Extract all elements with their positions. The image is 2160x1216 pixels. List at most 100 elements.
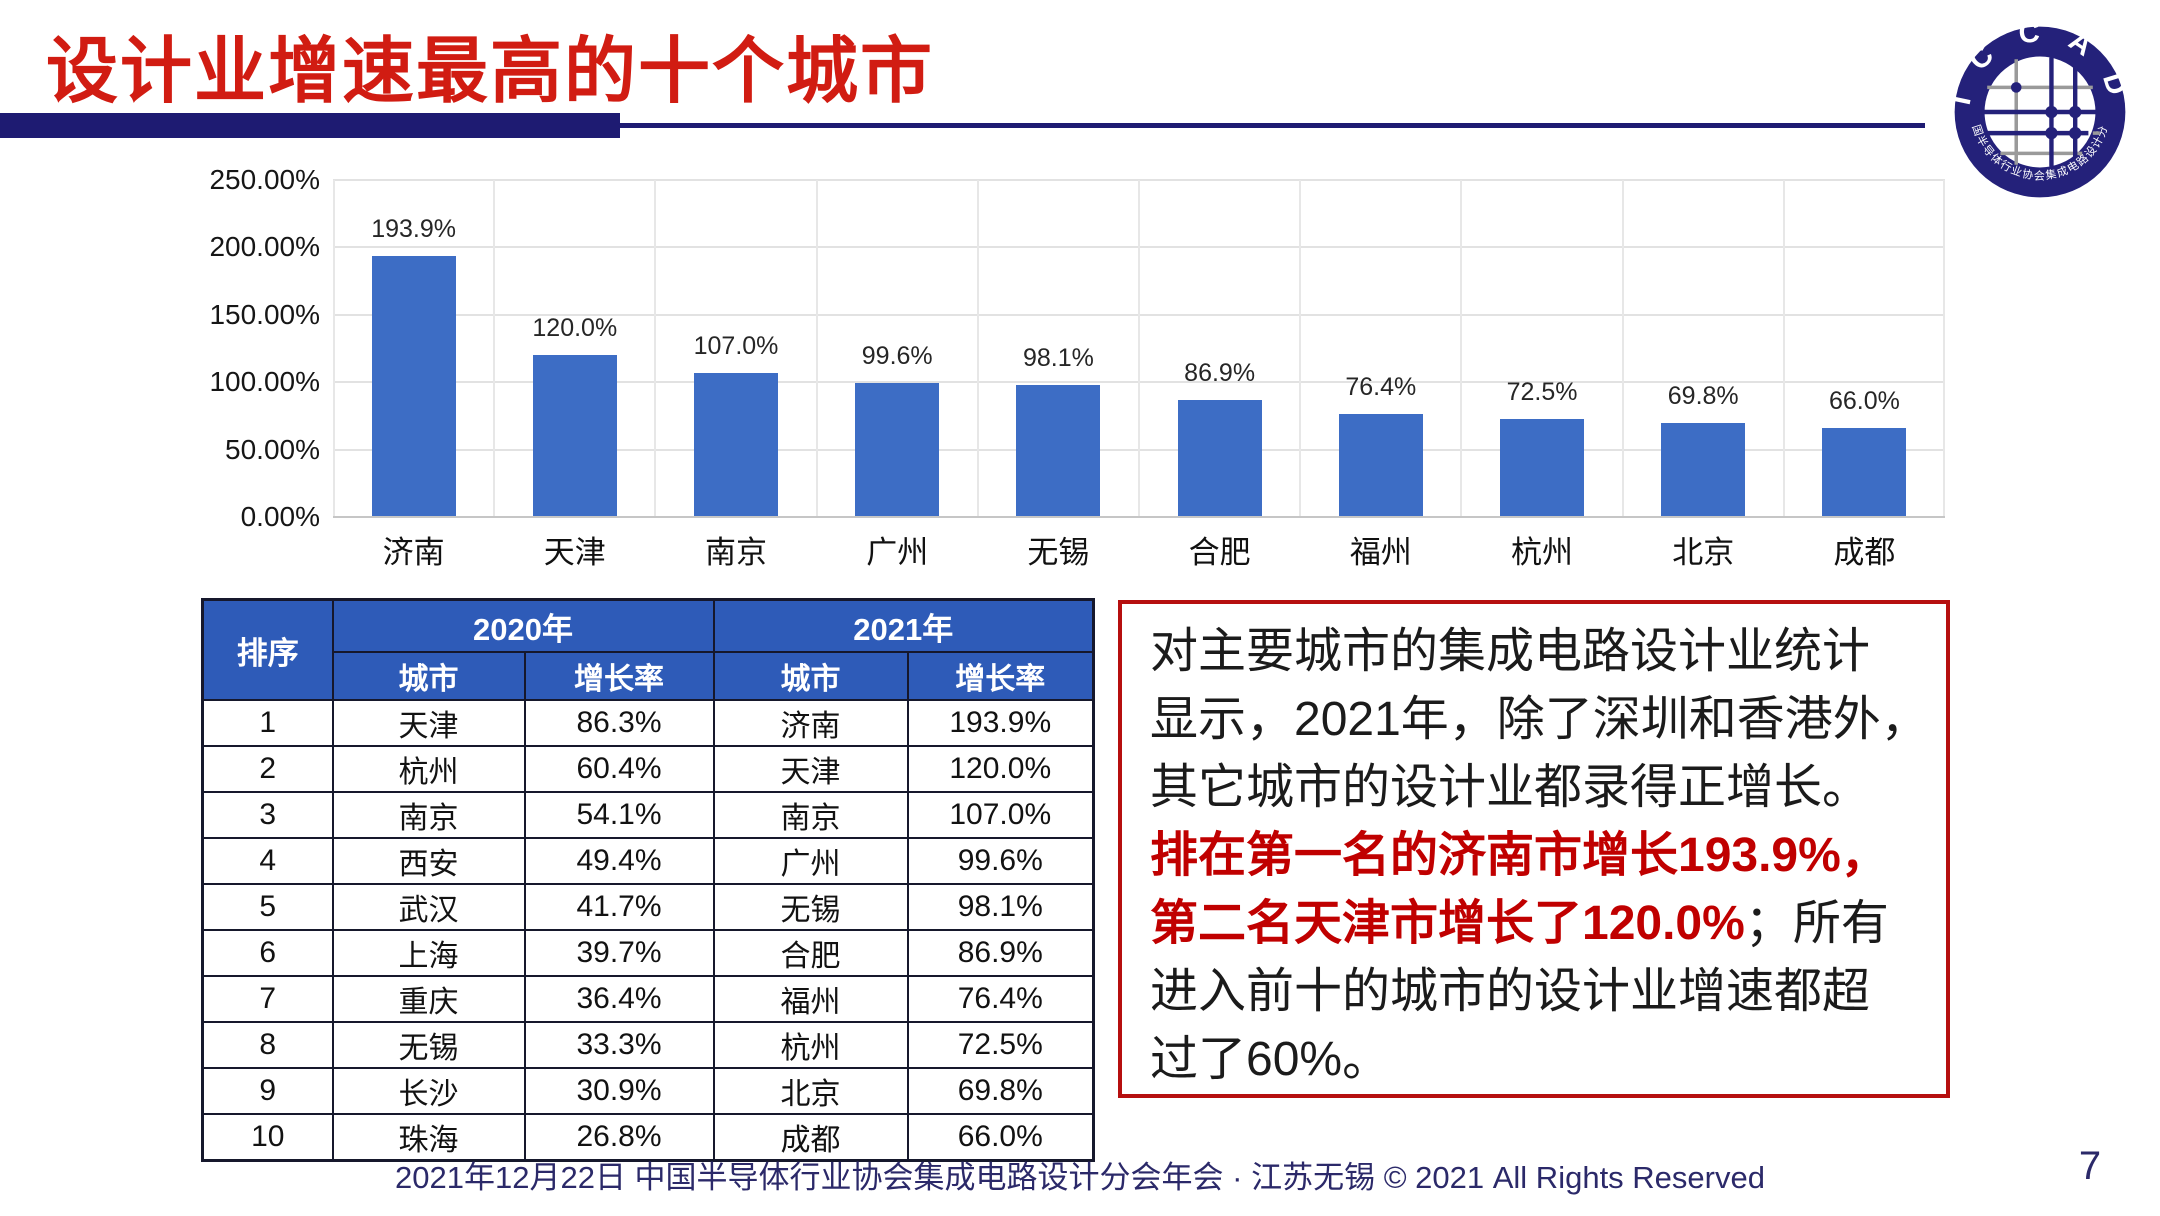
- x-category-label: 济南: [382, 535, 445, 570]
- table-cell: 86.3%: [523, 699, 715, 747]
- bar-slot: 86.9%: [1139, 180, 1300, 517]
- table-cell: 98.1%: [906, 883, 1095, 931]
- note-line: 第二名天津市增长了120.0%；所有: [1150, 890, 1920, 958]
- y-tick-label: 0.00%: [240, 501, 320, 532]
- table-header-growth-2020: 增长率: [523, 651, 715, 701]
- table-cell: 成都: [712, 1113, 909, 1162]
- note-text: 其它城市的设计业都录得正增长。: [1150, 761, 1871, 814]
- table-row: 9 长沙 30.9% 北京 69.8%: [201, 1067, 1095, 1115]
- table-row: 1 天津 86.3% 济南 193.9%: [201, 699, 1095, 747]
- note-line: 排在第一名的济南市增长193.9%，: [1150, 822, 1920, 890]
- table-cell: 无锡: [331, 1021, 526, 1069]
- bar-slot: 72.5%: [1461, 180, 1622, 517]
- gridline-vertical: [976, 180, 979, 517]
- bar-天津: [532, 355, 617, 517]
- table-cell: 193.9%: [906, 699, 1095, 747]
- table-cell: 1: [201, 699, 334, 747]
- note-line: 对主要城市的集成电路设计业统计: [1150, 618, 1920, 686]
- y-tick-label: 50.00%: [225, 433, 320, 465]
- bar-value-label: 99.6%: [861, 341, 933, 370]
- table-cell: 西安: [331, 837, 526, 885]
- bar-福州: [1338, 414, 1423, 517]
- bar-北京: [1661, 422, 1746, 517]
- table-cell: 天津: [331, 699, 526, 747]
- table-header-city-2021: 城市: [712, 651, 909, 701]
- table-cell: 重庆: [331, 975, 526, 1023]
- table-cell: 33.3%: [523, 1021, 715, 1069]
- iccad-logo-icon: I C C A D 中国半导体行业协会集成电路设计分会: [1952, 24, 2126, 198]
- x-category-label: 成都: [1833, 535, 1896, 570]
- page-number: 7: [2078, 1144, 2102, 1188]
- table-cell: 26.8%: [523, 1113, 715, 1162]
- table-cell: 49.4%: [523, 837, 715, 885]
- x-category-label: 无锡: [1027, 535, 1090, 570]
- bar-value-label: 66.0%: [1828, 387, 1900, 416]
- note-line: 其它城市的设计业都录得正增长。: [1150, 754, 1920, 822]
- table-cell: 120.0%: [906, 745, 1095, 793]
- chart-x-axis-line: [333, 516, 1945, 518]
- footer-text: 2021年12月22日 中国半导体行业协会集成电路设计分会年会 · 江苏无锡 ©…: [395, 1160, 1765, 1195]
- table-cell: 5: [201, 883, 334, 931]
- table-cell: 长沙: [331, 1067, 526, 1115]
- table-cell: 4: [201, 837, 334, 885]
- bar-chart-plot-area: 193.9% 120.0% 107.0% 99.6% 98.1% 86.9% 76.4% 72…: [333, 179, 1945, 518]
- bar-value-label: 120.0%: [532, 314, 618, 343]
- bar-slot: 107.0%: [655, 180, 816, 517]
- bar-value-label: 76.4%: [1345, 373, 1417, 402]
- table-row: 6 上海 39.7% 合肥 86.9%: [201, 929, 1095, 977]
- bar-无锡: [1016, 384, 1101, 517]
- bar-slot: 99.6%: [817, 180, 978, 517]
- table-cell: 41.7%: [523, 883, 715, 931]
- note-text: 进入前十的城市的设计业增速都超: [1150, 965, 1871, 1018]
- chart-bars: 193.9% 120.0% 107.0% 99.6% 98.1% 86.9% 76.4% 72…: [333, 180, 1945, 517]
- gridline-vertical: [815, 180, 818, 517]
- table-header-rank: 排序: [201, 598, 334, 701]
- table-cell: 30.9%: [523, 1067, 715, 1115]
- table-cell: 7: [201, 975, 334, 1023]
- table-header-2021: 2021年: [712, 598, 1095, 653]
- table-cell: 2: [201, 745, 334, 793]
- table-row: 4 西安 49.4% 广州 99.6%: [201, 837, 1095, 885]
- note-emphasis-text: 排在第一名的济南市增长193.9%，: [1150, 829, 1889, 882]
- bar-value-label: 86.9%: [1184, 358, 1256, 387]
- table-cell: 10: [201, 1113, 334, 1162]
- x-category-label: 天津: [543, 535, 606, 570]
- bar-南京: [694, 372, 778, 517]
- table-cell: 北京: [712, 1067, 909, 1115]
- table-cell: 60.4%: [523, 745, 715, 793]
- table-row: 2 杭州 60.4% 天津 120.0%: [201, 745, 1095, 793]
- table-row: 10 珠海 26.8% 成都 66.0%: [201, 1113, 1095, 1162]
- table-cell: 86.9%: [906, 929, 1095, 977]
- chart-x-axis-labels: 济南 天津 南京 广州 无锡 合肥 福州 杭州 北京 成都: [333, 527, 1945, 572]
- bar-合肥: [1177, 399, 1262, 517]
- bar-value-label: 69.8%: [1667, 381, 1739, 410]
- table-header-city-2020: 城市: [331, 651, 526, 701]
- table-cell: 天津: [712, 745, 909, 793]
- table-cell: 武汉: [331, 883, 526, 931]
- y-tick-label: 150.00%: [209, 298, 320, 330]
- bar-slot: 69.8%: [1623, 180, 1784, 517]
- gridline-vertical: [1299, 180, 1302, 517]
- note-text: 过了60%。: [1150, 1033, 1391, 1086]
- table-cell: 珠海: [331, 1113, 526, 1162]
- bar-成都: [1822, 428, 1907, 517]
- x-category-label: 北京: [1672, 535, 1735, 570]
- x-category-label: 杭州: [1511, 535, 1574, 570]
- y-tick-label: 250.00%: [209, 164, 320, 195]
- table-cell: 66.0%: [906, 1113, 1095, 1162]
- table-row: 5 武汉 41.7% 无锡 98.1%: [201, 883, 1095, 931]
- table-cell: 107.0%: [906, 791, 1095, 839]
- table-cell: 无锡: [712, 883, 909, 931]
- bar-杭州: [1500, 419, 1585, 517]
- ranking-table: 排序 2020年 2021年 城市 增长率 城市 增长率 1 天津 86.3% 济南 1…: [201, 598, 1095, 1162]
- note-text: ；所有: [1744, 897, 1889, 950]
- bar-slot: 66.0%: [1784, 180, 1945, 517]
- x-category-label: 广州: [866, 535, 929, 570]
- bar-value-label: 72.5%: [1506, 378, 1578, 407]
- bar-value-label: 107.0%: [693, 331, 779, 360]
- table-cell: 76.4%: [906, 975, 1095, 1023]
- table-cell: 9: [201, 1067, 334, 1115]
- table-cell: 杭州: [712, 1021, 909, 1069]
- table-cell: 杭州: [331, 745, 526, 793]
- table-cell: 39.7%: [523, 929, 715, 977]
